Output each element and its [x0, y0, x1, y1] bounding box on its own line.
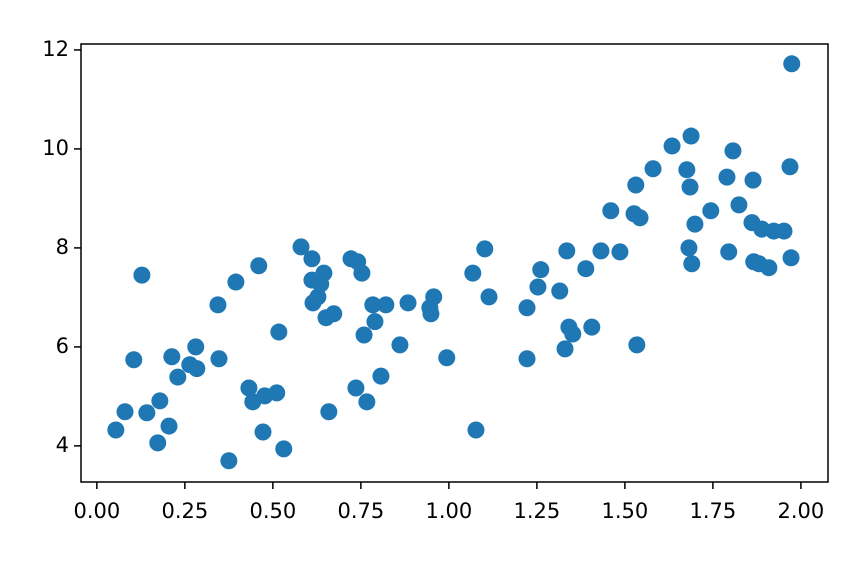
point	[188, 360, 206, 378]
point	[366, 313, 384, 331]
point	[303, 250, 321, 268]
point	[681, 178, 699, 196]
y-tick-label: 6	[56, 334, 69, 358]
point	[529, 278, 547, 296]
point	[275, 440, 293, 458]
x-tick-label: 1.25	[513, 499, 560, 523]
y-tick-label: 10	[42, 136, 69, 160]
point	[160, 417, 178, 435]
point	[309, 288, 327, 306]
point	[611, 243, 629, 261]
point	[372, 367, 390, 385]
point	[325, 305, 343, 323]
point	[663, 137, 681, 155]
point	[240, 379, 258, 397]
point	[702, 202, 720, 220]
point	[724, 142, 742, 160]
point	[480, 288, 498, 306]
point	[783, 55, 801, 73]
point	[518, 350, 536, 368]
point	[227, 273, 245, 291]
point	[564, 325, 582, 343]
point	[678, 161, 696, 179]
point	[532, 261, 550, 279]
point	[683, 255, 701, 273]
point	[577, 260, 595, 278]
point	[627, 176, 645, 194]
point	[377, 296, 395, 314]
point	[781, 158, 799, 176]
point	[270, 323, 288, 341]
x-tick-label: 1.75	[690, 499, 737, 523]
point	[353, 264, 371, 282]
point	[151, 392, 169, 410]
point	[631, 209, 649, 227]
x-tick-label: 0.25	[161, 499, 208, 523]
point	[682, 127, 700, 145]
point	[558, 242, 576, 260]
point	[556, 340, 574, 358]
point	[551, 282, 569, 300]
point	[292, 238, 310, 256]
point	[422, 305, 440, 323]
x-tick-label: 1.50	[601, 499, 648, 523]
point	[254, 423, 272, 441]
point	[464, 264, 482, 282]
point	[467, 421, 485, 439]
point	[602, 202, 620, 220]
point	[583, 318, 601, 336]
point	[730, 196, 748, 214]
y-tick-label: 12	[42, 37, 69, 61]
point	[250, 257, 268, 275]
x-tick-label: 0.50	[249, 499, 296, 523]
x-tick-label: 0.00	[73, 499, 120, 523]
point	[438, 349, 456, 367]
point	[718, 168, 736, 186]
point	[116, 403, 134, 421]
point	[592, 242, 610, 260]
point	[364, 296, 382, 314]
plot-frame	[80, 43, 829, 483]
point	[107, 421, 125, 439]
x-tick-label: 0.75	[337, 499, 384, 523]
point	[518, 299, 536, 317]
point	[347, 379, 365, 397]
point	[149, 434, 167, 452]
point	[760, 259, 778, 277]
point	[220, 452, 238, 470]
point	[320, 403, 338, 421]
point	[163, 348, 181, 366]
point	[782, 249, 800, 267]
point	[720, 243, 738, 261]
point	[169, 368, 187, 386]
point	[125, 351, 143, 369]
point	[744, 171, 762, 189]
point	[476, 240, 494, 258]
point	[358, 393, 376, 411]
x-tick-label: 2.00	[778, 499, 825, 523]
point	[355, 326, 373, 344]
point	[391, 336, 409, 354]
point	[133, 266, 151, 284]
point	[210, 350, 228, 368]
point	[686, 215, 704, 233]
point	[628, 336, 646, 354]
point	[775, 222, 793, 240]
point	[268, 384, 286, 402]
point	[315, 264, 333, 282]
point	[644, 160, 662, 178]
point	[187, 338, 205, 356]
y-tick-label: 4	[56, 433, 69, 457]
x-tick-label: 1.00	[425, 499, 472, 523]
point	[425, 288, 443, 306]
point	[209, 296, 227, 314]
y-tick-label: 8	[56, 235, 69, 259]
point	[399, 294, 417, 312]
point	[138, 404, 156, 422]
point	[680, 239, 698, 257]
